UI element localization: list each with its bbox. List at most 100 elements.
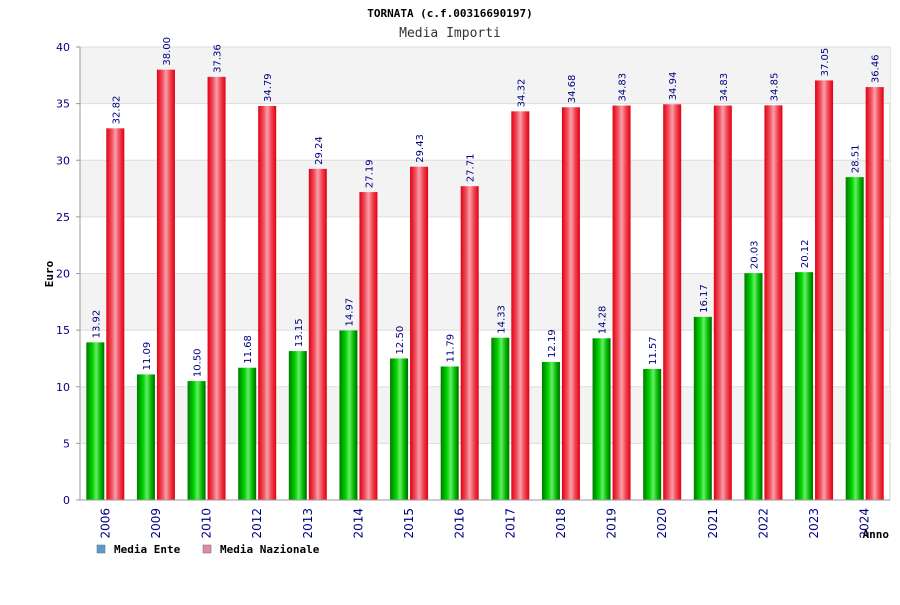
y-tick-label: 40	[56, 41, 70, 54]
x-axis-ticks: 2006 2009 2010 2012 2013 2014 2015 2016 2017 2018…	[98, 508, 871, 539]
data-label-media-nazionale: 34.83	[618, 73, 629, 102]
data-label-media-nazionale: 36.46	[871, 54, 882, 83]
y-tick-label: 15	[56, 324, 70, 337]
data-label-media-ente: 14.28	[598, 306, 609, 335]
bar-media-nazionale	[764, 105, 783, 500]
bar-media-nazionale	[460, 186, 479, 500]
x-axis-label: Anno	[863, 528, 890, 541]
bar-media-ente	[643, 368, 662, 500]
x-tick-label: 2016	[453, 508, 467, 539]
data-labels: 13.92 32.82 11.09 38.00 10.50 37.36 11.68 34.79…	[91, 37, 881, 377]
bar-media-ente	[187, 381, 206, 500]
y-tick-label: 20	[56, 268, 70, 281]
legend-swatch	[202, 544, 212, 554]
x-tick-label: 2021	[706, 508, 720, 539]
y-tick-label: 30	[56, 154, 70, 167]
data-label-media-ente: 20.03	[749, 241, 760, 270]
bar-media-ente	[440, 366, 459, 500]
y-tick-label: 0	[63, 494, 70, 507]
data-label-media-ente: 11.09	[142, 342, 153, 371]
data-label-media-nazionale: 34.68	[567, 75, 578, 104]
bar-media-ente	[339, 330, 358, 500]
data-label-media-nazionale: 34.83	[719, 73, 730, 102]
data-label-media-ente: 13.92	[91, 310, 102, 339]
data-label-media-ente: 12.19	[547, 329, 558, 358]
data-label-media-nazionale: 34.79	[263, 73, 274, 102]
y-tick-label: 35	[56, 98, 70, 111]
bar-media-nazionale	[359, 192, 378, 501]
legend-label: Media Nazionale	[220, 543, 320, 556]
bar-media-nazionale	[106, 128, 125, 500]
bar-media-nazionale	[207, 76, 226, 500]
bar-media-nazionale	[410, 166, 429, 500]
legend: Media Ente Media Nazionale	[96, 543, 320, 556]
legend-swatch	[96, 544, 106, 554]
bar-media-ente	[288, 351, 307, 500]
bar-media-nazionale	[815, 80, 834, 500]
x-tick-label: 2014	[351, 508, 365, 539]
bar-media-ente	[136, 374, 155, 500]
data-label-media-nazionale: 34.32	[516, 79, 527, 108]
x-tick-label: 2020	[655, 508, 669, 539]
legend-label: Media Ente	[114, 543, 181, 556]
data-label-media-ente: 11.79	[446, 334, 457, 363]
data-label-media-ente: 11.68	[243, 335, 254, 364]
x-tick-label: 2009	[149, 508, 163, 539]
x-tick-label: 2022	[756, 508, 770, 539]
data-label-media-nazionale: 37.05	[820, 48, 831, 77]
data-label-media-ente: 10.50	[193, 348, 204, 377]
chart-title: TORNATA (c.f.00316690197)	[367, 7, 533, 20]
y-axis-ticks: 0 5 10 15 20 25 30 35 40	[56, 41, 80, 507]
bar-media-nazionale	[258, 106, 277, 501]
y-tick-label: 5	[63, 437, 70, 450]
chart-subtitle: Media Importi	[399, 26, 501, 41]
data-label-media-nazionale: 27.71	[466, 154, 477, 183]
bar-media-ente	[795, 272, 814, 500]
data-label-media-nazionale: 27.19	[364, 159, 375, 188]
bar-media-ente	[238, 367, 257, 500]
bar-media-ente	[86, 342, 105, 500]
data-label-media-nazionale: 29.24	[314, 136, 325, 165]
bar-media-ente	[693, 316, 712, 500]
x-tick-label: 2023	[807, 508, 821, 539]
bar-media-ente	[592, 338, 611, 500]
x-tick-label: 2019	[605, 508, 619, 539]
bar-media-nazionale	[511, 111, 530, 501]
bars-group	[86, 69, 884, 501]
x-tick-label: 2010	[200, 508, 214, 539]
bar-media-nazionale	[713, 105, 732, 501]
data-label-media-nazionale: 37.36	[213, 44, 224, 73]
y-tick-label: 25	[56, 211, 70, 224]
x-tick-label: 2006	[98, 508, 112, 539]
bar-media-ente	[845, 177, 864, 500]
data-label-media-nazionale: 34.94	[668, 72, 679, 101]
y-tick-label: 10	[56, 381, 70, 394]
data-label-media-ente: 14.33	[496, 305, 507, 334]
y-axis-label: Euro	[43, 260, 56, 287]
bar-media-ente	[744, 273, 763, 500]
data-label-media-ente: 20.12	[800, 240, 811, 269]
x-tick-label: 2015	[402, 508, 416, 539]
bar-media-nazionale	[612, 105, 631, 501]
bar-media-nazionale	[308, 168, 327, 500]
data-label-media-ente: 28.51	[851, 144, 862, 173]
data-label-media-nazionale: 32.82	[111, 96, 122, 125]
bar-media-ente	[390, 358, 409, 500]
data-label-media-ente: 16.17	[699, 284, 710, 313]
x-tick-label: 2018	[554, 508, 568, 539]
x-tick-label: 2012	[250, 508, 264, 539]
bar-media-nazionale	[156, 69, 175, 501]
data-label-media-nazionale: 38.00	[162, 37, 173, 66]
data-label-media-ente: 14.97	[344, 298, 355, 327]
bar-media-nazionale	[663, 104, 682, 500]
data-label-media-ente: 13.15	[294, 318, 305, 347]
data-label-media-ente: 11.57	[648, 336, 659, 365]
bar-media-nazionale	[561, 107, 580, 501]
data-label-media-ente: 12.50	[395, 326, 406, 355]
data-label-media-nazionale: 29.43	[415, 134, 426, 163]
x-tick-label: 2024	[858, 508, 872, 539]
x-tick-label: 2017	[503, 508, 517, 539]
x-tick-label: 2013	[301, 508, 315, 539]
